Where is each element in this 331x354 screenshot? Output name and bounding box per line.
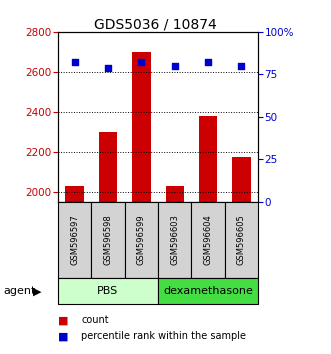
- Point: [105, 65, 111, 70]
- Text: PBS: PBS: [97, 286, 118, 296]
- Bar: [58, 278, 158, 304]
- Text: GSM596599: GSM596599: [137, 215, 146, 265]
- Text: percentile rank within the sample: percentile rank within the sample: [81, 331, 246, 341]
- Bar: [225, 202, 258, 278]
- Text: GSM596603: GSM596603: [170, 215, 179, 265]
- Point: [172, 63, 177, 69]
- Text: agent: agent: [3, 286, 36, 296]
- Bar: [232, 157, 251, 202]
- Text: ▶: ▶: [33, 286, 42, 296]
- Point: [239, 63, 244, 69]
- Text: GSM596597: GSM596597: [70, 215, 79, 265]
- Point: [206, 59, 211, 65]
- Bar: [199, 116, 217, 202]
- Bar: [66, 186, 84, 202]
- Bar: [99, 132, 117, 202]
- Text: ■: ■: [58, 331, 69, 341]
- Bar: [158, 202, 191, 278]
- Point: [72, 59, 77, 65]
- Point: [139, 59, 144, 65]
- Bar: [132, 52, 151, 202]
- Text: ■: ■: [58, 315, 69, 325]
- Text: GSM596605: GSM596605: [237, 215, 246, 265]
- Text: GDS5036 / 10874: GDS5036 / 10874: [94, 18, 217, 32]
- Bar: [125, 202, 158, 278]
- Bar: [91, 202, 125, 278]
- Bar: [158, 278, 258, 304]
- Text: GSM596598: GSM596598: [104, 215, 113, 265]
- Text: dexamethasone: dexamethasone: [163, 286, 253, 296]
- Bar: [166, 186, 184, 202]
- Text: GSM596604: GSM596604: [204, 215, 213, 265]
- Bar: [58, 202, 91, 278]
- Bar: [191, 202, 225, 278]
- Text: count: count: [81, 315, 109, 325]
